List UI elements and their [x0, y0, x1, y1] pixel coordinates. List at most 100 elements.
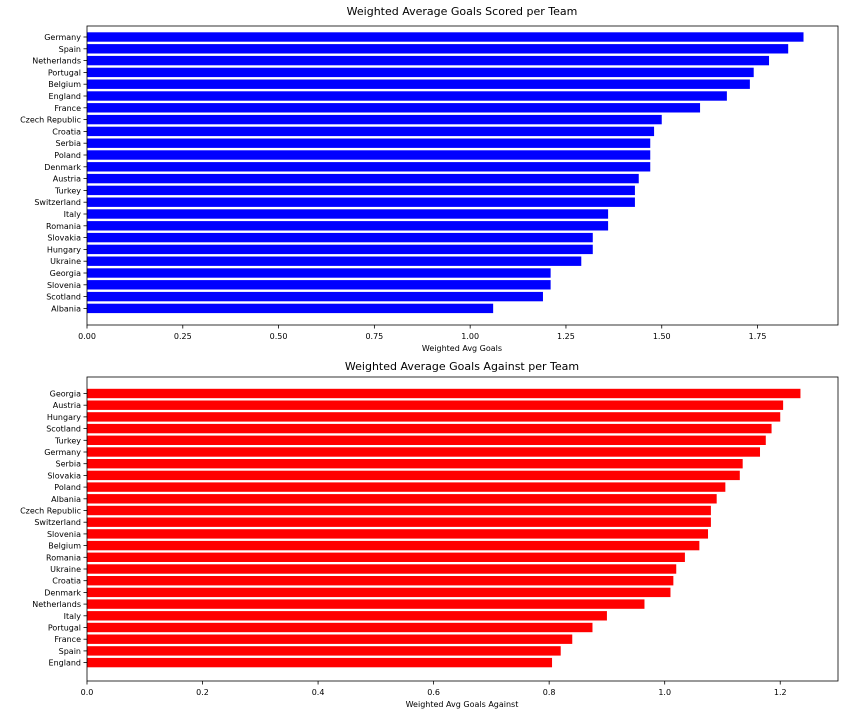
chart-2-bar-denmark	[87, 587, 671, 598]
chart-1-y-tick-label: Denmark	[44, 163, 81, 172]
chart-1-y-tick-label: Czech Republic	[20, 116, 81, 125]
chart-2-plot-area: Georgia Austria Hungary Scotland Turkey Germa…	[20, 388, 801, 697]
chart-1-y-tick-label: Slovenia	[47, 281, 81, 290]
chart-2-bar-romania	[87, 552, 685, 562]
chart-2-x-tick-label: 0.4	[312, 688, 325, 697]
chart-2-bar-croatia	[87, 576, 674, 586]
chart-2-bar-turkey	[87, 435, 766, 445]
chart-2-frame	[86, 376, 839, 682]
chart-2-y-tick-label: Poland	[54, 483, 81, 492]
chart-2-x-tick-label: 1.0	[658, 688, 671, 697]
chart-2-bar-georgia	[87, 388, 801, 399]
chart-1-bar-italy	[87, 209, 609, 219]
chart-2-y-tick-label: Austria	[53, 401, 81, 410]
chart-2-bar-germany	[87, 447, 761, 457]
chart-1-x-tick-label: 0.50	[270, 332, 288, 341]
chart-2-bar-slovakia	[87, 470, 740, 481]
chart-2-bar-spain	[87, 646, 561, 656]
chart-2-bar-czech-republic	[87, 505, 711, 516]
chart-1-y-tick-label: Italy	[64, 210, 82, 219]
chart-1-y-tick-label: Georgia	[50, 269, 81, 278]
chart-1-y-tick-label: Austria	[53, 175, 81, 184]
chart-2-y-tick-label: Turkey	[54, 436, 81, 445]
chart-2-y-tick-label: Hungary	[47, 413, 81, 422]
chart-1-bar-slovakia	[87, 232, 593, 243]
chart-2-x-tick-label: 0.2	[196, 688, 209, 697]
chart-2-y-tick-label: Slovakia	[47, 471, 81, 480]
chart-2-y-tick-label: Scotland	[46, 425, 81, 434]
chart-1-bar-czech-republic	[87, 114, 662, 125]
chart-1-bar-georgia	[87, 268, 551, 278]
chart-2-y-tick-label: France	[54, 635, 81, 644]
chart-2-y-tick-label: Slovenia	[47, 530, 81, 539]
chart-2-y-tick-label: Italy	[64, 612, 82, 621]
chart-1-bar-belgium	[87, 79, 750, 89]
chart-1-bar-serbia	[87, 138, 651, 148]
chart-2-y-tick-label: Germany	[44, 448, 81, 457]
chart-1-y-tick-label: Romania	[46, 222, 81, 231]
chart-2-bar-netherlands	[87, 599, 645, 609]
chart-1-bar-austria	[87, 173, 639, 184]
chart-2-y-tick-label: Denmark	[44, 588, 81, 597]
chart-1-x-tick-label: 1.00	[461, 332, 479, 341]
chart-2-y-tick-label: Netherlands	[32, 600, 81, 609]
chart-2-bar-ukraine	[87, 564, 677, 574]
chart-1-y-tick-label: Ukraine	[50, 257, 81, 266]
chart-1-y-tick-label: Turkey	[54, 186, 81, 195]
chart-2-bar-scotland	[87, 423, 772, 434]
chart-1-bar-switzerland	[87, 197, 635, 207]
chart-2-x-tick-label: 1.2	[774, 688, 787, 697]
chart-1-y-tick-label: Serbia	[56, 139, 82, 148]
chart-1-bar-spain	[87, 44, 789, 54]
chart-1-bar-croatia	[87, 126, 655, 137]
chart-1-y-tick-label: Germany	[44, 33, 81, 42]
chart-1-y-tick-label: England	[49, 92, 81, 101]
chart-1-x-axis-label: Weighted Avg Goals	[422, 344, 502, 353]
chart-1-bar-denmark	[87, 162, 651, 172]
chart-2-y-tick-label: Serbia	[56, 460, 82, 469]
chart-1-y-tick-label: Croatia	[52, 127, 81, 136]
chart-1-x-tick-label: 0.25	[174, 332, 192, 341]
chart-2-bar-austria	[87, 400, 784, 410]
chart-1-y-tick-label: Netherlands	[32, 57, 81, 66]
chart-2-y-tick-label: Czech Republic	[20, 507, 81, 516]
chart-2-y-tick-label: Switzerland	[34, 518, 81, 527]
chart-1-y-tick-label: Scotland	[46, 293, 81, 302]
chart-2-title: Weighted Average Goals Against per Team	[345, 360, 579, 373]
chart-1-bar-romania	[87, 221, 609, 231]
chart-2-y-tick-label: Belgium	[48, 542, 81, 551]
chart-1-plot-area: Germany Spain Netherlands Portugal Belgium En…	[20, 32, 804, 341]
chart-1-x-tick-label: 1.50	[653, 332, 671, 341]
chart-1-y-tick-label: Slovakia	[47, 234, 81, 243]
chart-2-bar-switzerland	[87, 517, 711, 527]
chart-2-bar-albania	[87, 494, 717, 504]
chart-2-bar-france	[87, 634, 573, 644]
chart-1-title: Weighted Average Goals Scored per Team	[347, 5, 578, 18]
chart-2-bar-poland	[87, 482, 726, 492]
chart-1-frame	[86, 25, 839, 326]
chart-1-bar-albania	[87, 303, 494, 314]
chart-1-y-tick-label: Spain	[59, 45, 81, 54]
chart-1-bar-france	[87, 103, 701, 113]
goals-scored-chart: Weighted Average Goals Scored per Team G…	[20, 5, 839, 353]
chart-1-bar-portugal	[87, 67, 754, 78]
chart-1-bar-germany	[87, 32, 804, 42]
chart-2-bar-slovenia	[87, 529, 709, 539]
chart-1-bar-slovenia	[87, 280, 551, 290]
chart-1-y-tick-label: Poland	[54, 151, 81, 160]
chart-1-bar-turkey	[87, 185, 635, 196]
chart-2-bar-hungary	[87, 412, 781, 422]
chart-2-y-tick-label: Albania	[51, 495, 81, 504]
chart-1-bar-scotland	[87, 291, 543, 302]
chart-2-bar-belgium	[87, 540, 700, 551]
chart-2-x-tick-label: 0.0	[81, 688, 94, 697]
chart-1-bar-hungary	[87, 244, 593, 255]
chart-1-x-tick-label: 0.75	[365, 332, 383, 341]
chart-2-y-tick-label: England	[49, 659, 81, 668]
chart-2-x-axis-label: Weighted Avg Goals Against	[406, 700, 519, 709]
chart-2-y-tick-label: Croatia	[52, 577, 81, 586]
chart-1-x-tick-label: 0.00	[78, 332, 96, 341]
chart-1-bar-ukraine	[87, 256, 582, 266]
chart-2-y-tick-label: Romania	[46, 553, 81, 562]
